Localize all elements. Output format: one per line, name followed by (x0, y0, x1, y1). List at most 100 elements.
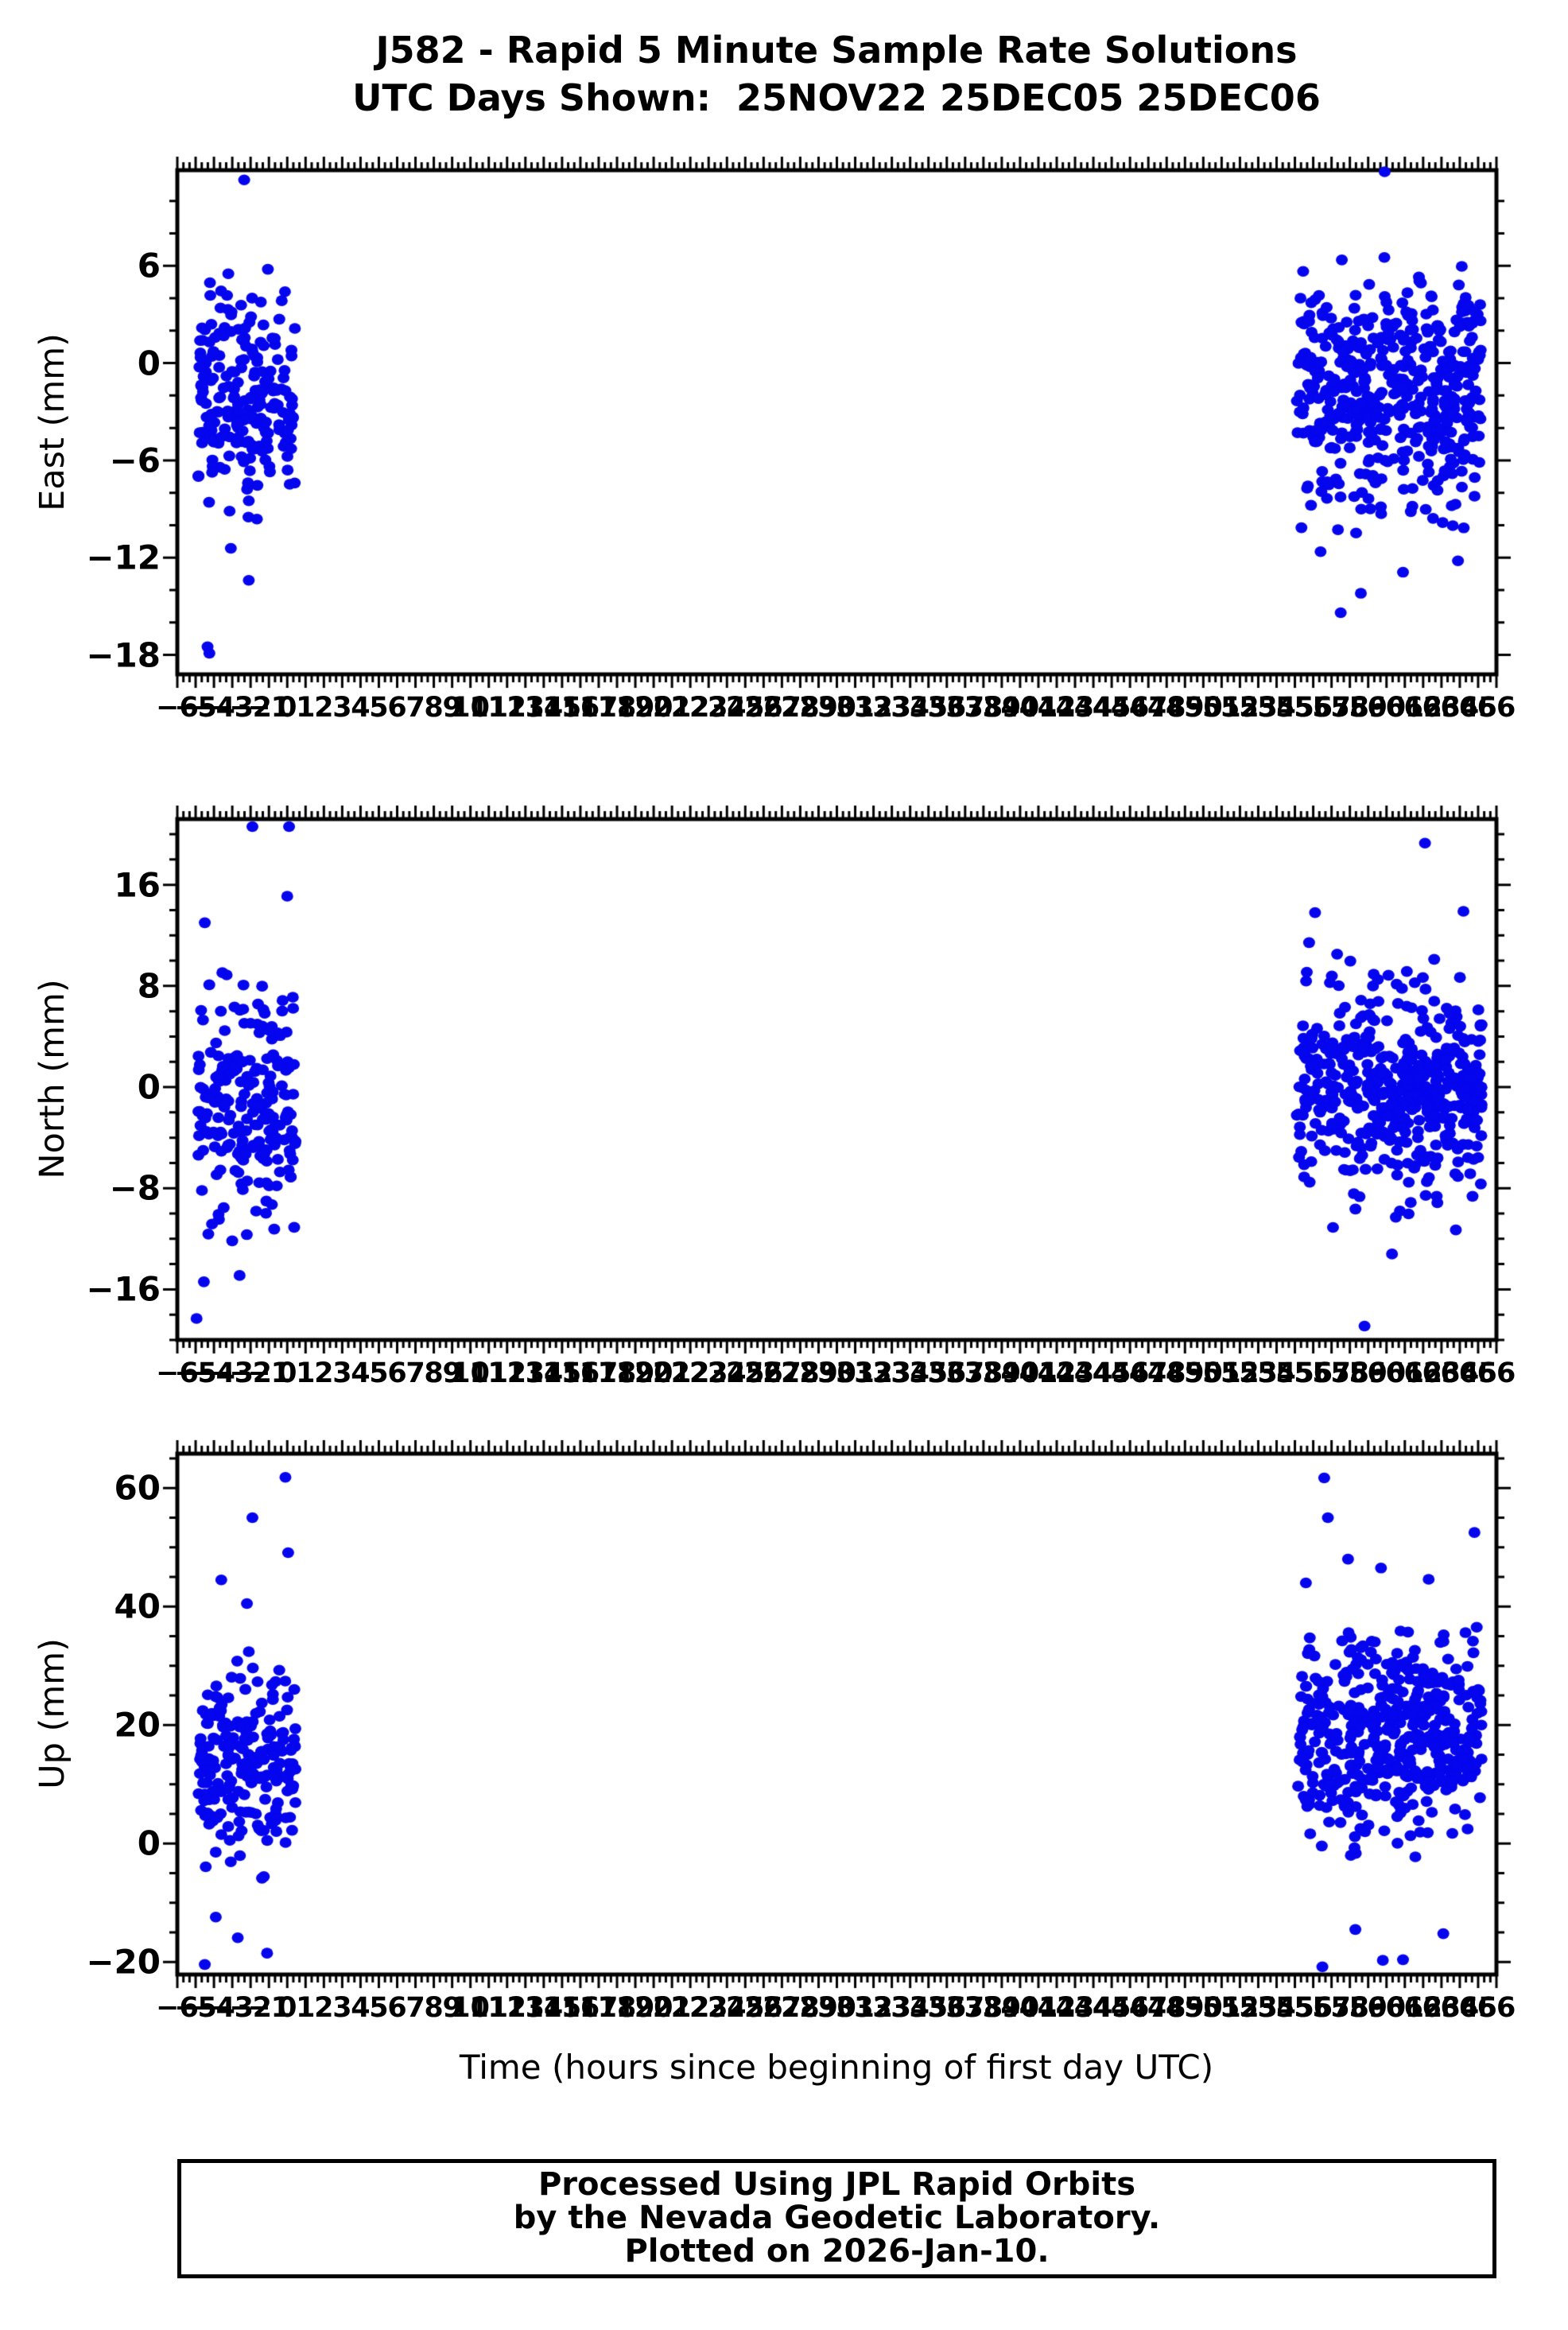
x-tick-label: 54 (1257, 1357, 1296, 1389)
x-tick-label: 12 (487, 1992, 527, 2024)
x-tick-label: 60 (1367, 1357, 1407, 1389)
footer-credit-box: Processed Using JPL Rapid Orbits by the … (177, 2159, 1496, 2278)
x-tick-label: 34 (891, 1992, 930, 2024)
x-tick-label: 36 (927, 692, 967, 724)
x-tick-label: 8 (424, 692, 444, 724)
x-tick-label: 29 (799, 1357, 838, 1389)
y-tick-label: 0 (137, 1067, 161, 1107)
x-tick-label: −1 (247, 1992, 291, 2024)
x-tick-label: 57 (1312, 692, 1351, 724)
x-tick-label: 44 (1073, 1357, 1113, 1389)
x-tick-label: 51 (1202, 692, 1241, 724)
x-tick-label: 11 (469, 1357, 509, 1389)
x-tick-label: 7 (406, 692, 425, 724)
y-tick-label: −8 (109, 1168, 161, 1208)
x-tick-label: 4 (351, 1357, 371, 1389)
x-tick-label: 42 (1037, 1992, 1077, 2024)
x-tick-label: 0 (278, 1992, 297, 2024)
x-tick-label: 15 (542, 1357, 582, 1389)
x-tick-label: 62 (1403, 1992, 1443, 2024)
x-tick-label: 66 (1477, 1992, 1516, 2024)
x-tick-label: 37 (945, 1992, 985, 2024)
x-tick-label: −4 (192, 692, 235, 724)
x-tick-label: 41 (1019, 692, 1058, 724)
x-tick-label: 14 (524, 1992, 564, 2024)
x-tick-label: 19 (615, 1992, 655, 2024)
x-tick-label: −6 (156, 1357, 199, 1389)
x-tick-label: 35 (909, 692, 949, 724)
y-tick-label: −20 (86, 1942, 161, 1982)
footer-line-1: Processed Using JPL Rapid Orbits (538, 2166, 1135, 2203)
x-tick-label: 17 (579, 1992, 619, 2024)
x-tick-label: 46 (1110, 1357, 1150, 1389)
x-tick-label: 41 (1019, 1992, 1058, 2024)
x-tick-label: 18 (597, 1992, 637, 2024)
x-tick-label: 13 (506, 1992, 545, 2024)
footer-line-3: Plotted on 2026-Jan-10. (624, 2233, 1050, 2270)
x-tick-label: 40 (1000, 1357, 1040, 1389)
x-tick-label: 29 (799, 1992, 838, 2024)
x-tick-label: 55 (1275, 1992, 1314, 2024)
x-tick-label: 20 (634, 692, 673, 724)
x-tick-label: 12 (487, 692, 527, 724)
x-tick-label: 64 (1440, 1992, 1480, 2024)
x-tick-label: 26 (743, 1992, 783, 2024)
x-tick-label: −1 (247, 1357, 291, 1389)
x-tick-label: 64 (1440, 692, 1480, 724)
x-tick-label: 35 (909, 1357, 949, 1389)
x-tick-label: 55 (1275, 692, 1314, 724)
x-tick-label: 52 (1221, 692, 1259, 724)
x-tick-label: 43 (1055, 1992, 1095, 2024)
x-tick-label: 28 (781, 1992, 820, 2024)
x-tick-label: 3 (332, 1992, 352, 2024)
x-tick-label: −2 (229, 692, 272, 724)
x-tick-label: 58 (1330, 1357, 1370, 1389)
x-tick-label: 25 (725, 1357, 765, 1389)
x-tick-label: 43 (1055, 692, 1095, 724)
x-tick-label: 61 (1385, 692, 1425, 724)
x-tick-label: 51 (1202, 1992, 1241, 2024)
plot-title-line1: J582 - Rapid 5 Minute Sample Rate Soluti… (375, 29, 1298, 72)
x-tick-label: 51 (1202, 1357, 1241, 1389)
x-tick-label: 9 (442, 1992, 462, 2024)
x-tick-label: 46 (1110, 1992, 1150, 2024)
x-tick-label: 53 (1239, 1357, 1278, 1389)
y-tick-label: −6 (109, 441, 161, 480)
x-tick-label: 13 (506, 692, 545, 724)
x-tick-label: 14 (524, 692, 564, 724)
x-tick-label: 22 (670, 1357, 710, 1389)
x-tick-label: 5 (369, 1992, 389, 2024)
x-tick-label: 23 (689, 1992, 728, 2024)
x-tick-label: 49 (1165, 1992, 1205, 2024)
x-tick-label: 7 (406, 1357, 425, 1389)
x-tick-label: 45 (1092, 1992, 1131, 2024)
x-tick-label: 46 (1110, 692, 1150, 724)
x-tick-label: 62 (1403, 1357, 1443, 1389)
x-tick-label: 27 (763, 692, 801, 724)
x-tick-label: 55 (1275, 1357, 1314, 1389)
x-tick-label: 44 (1073, 1992, 1113, 2024)
x-tick-label: 37 (945, 1357, 985, 1389)
x-tick-label: 23 (689, 692, 728, 724)
x-tick-label: 39 (982, 1992, 1022, 2024)
x-tick-label: 27 (763, 1992, 801, 2024)
x-tick-label: 47 (1128, 692, 1168, 724)
x-tick-label: 21 (652, 1357, 692, 1389)
x-tick-label: 19 (615, 1357, 655, 1389)
x-tick-label: 59 (1349, 1357, 1388, 1389)
x-tick-label: 2 (314, 692, 334, 724)
footer-line-2: by the Nevada Geodetic Laboratory. (513, 2200, 1161, 2236)
x-tick-label: 48 (1147, 1992, 1186, 2024)
y-tick-label: 0 (137, 344, 161, 383)
x-tick-label: 6 (387, 1357, 407, 1389)
x-tick-label: 28 (781, 1357, 820, 1389)
x-tick-label: 26 (743, 1357, 783, 1389)
x-tick-label: 17 (579, 692, 619, 724)
x-tick-label: 50 (1183, 1357, 1223, 1389)
x-tick-label: −4 (192, 1357, 235, 1389)
x-tick-label: 56 (1294, 1992, 1333, 2024)
y-tick-label: 60 (114, 1468, 161, 1508)
x-tick-label: 36 (927, 1357, 967, 1389)
x-tick-label: 3 (332, 1357, 352, 1389)
x-tick-label: 0 (278, 1357, 297, 1389)
